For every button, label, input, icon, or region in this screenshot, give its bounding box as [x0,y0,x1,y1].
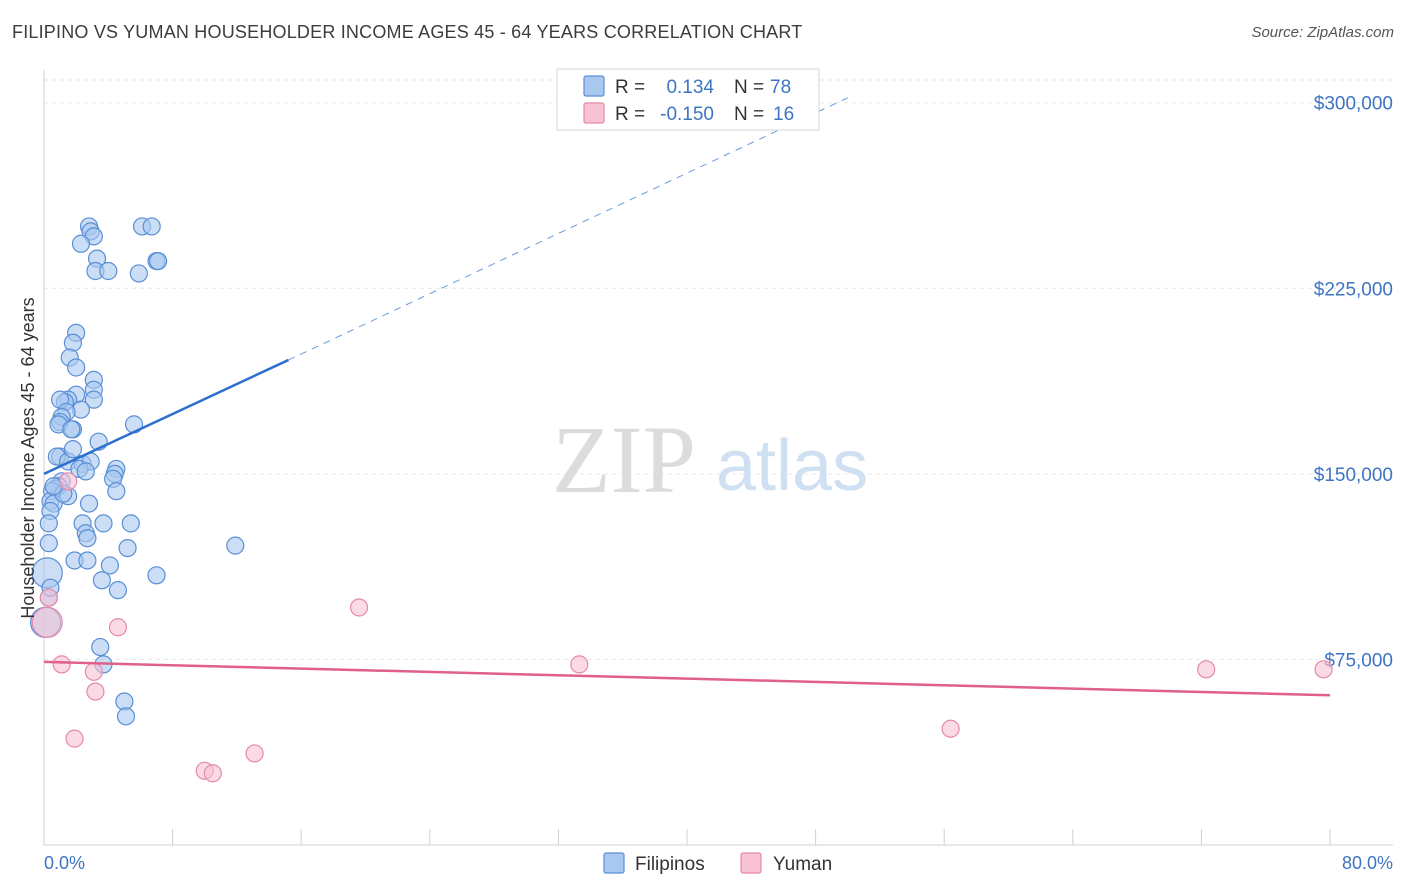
x-tick-marks [43,829,1331,845]
filipinos-point-59 [118,538,137,558]
legend-n-value-1: 78 [770,77,791,98]
legend-r-value-2: -0.150 [660,104,714,125]
filipinos-point-50 [79,494,99,513]
yuman-point-2 [59,472,78,491]
bottom-legend-yuman: Yuman [773,854,832,875]
filipinos-point-30 [62,420,81,439]
y-axis-label: Householder Income Ages 45 - 64 years [18,297,38,618]
y-tick-label-3: $300,000 [1314,94,1393,115]
filipinos-trend-line [43,358,289,476]
legend-r-label-1: R = [615,77,645,98]
filipinos-point-73 [116,707,136,726]
yuman-point-14 [1197,660,1216,679]
filipinos-point-65 [147,566,166,585]
yuman-point-6 [86,682,105,701]
bottom-legend-swatch-filipinos [603,852,625,874]
filipinos-point-54 [94,514,113,533]
axes [43,70,1393,846]
filipinos-point-67 [108,581,128,600]
yuman-point-5 [84,662,103,681]
filipinos-trend-line-extension [288,97,848,361]
legend-swatch-yuman [583,102,605,124]
filipinos-point-60 [226,536,245,555]
filipinos-point-52 [39,514,58,533]
legend-n-value-2: 16 [773,104,794,125]
x-tick-label-min: 0.0% [44,853,85,873]
filipinos-point-8 [142,217,161,236]
chart-title: FILIPINO VS YUMAN HOUSEHOLDER INCOME AGE… [12,22,803,42]
filipinos-point-55 [121,514,140,533]
legend-r-label-2: R = [615,104,645,125]
y-tick-label-2: $225,000 [1314,279,1393,300]
filipinos-point-70 [91,637,110,657]
watermark-atlas: atlas [716,426,868,506]
filipinos-point-10 [149,251,168,271]
filipinos-point-3 [71,234,91,253]
filipinos-point-13 [63,333,83,352]
yuman-point-3 [108,618,128,637]
filipinos-point-11 [129,264,148,283]
bottom-legend-swatch-yuman [740,852,762,874]
filipinos-point-58 [39,534,58,553]
yuman-point-11 [349,598,369,617]
y-tick-label-0: $75,000 [1324,650,1393,671]
legend-n-label-2: N = [734,104,764,125]
data-points [30,217,1333,783]
yuman-point-4 [52,655,71,674]
yuman-point-10 [245,744,264,763]
filipinos-point-38 [76,462,95,481]
legend-swatch-filipinos [583,75,605,97]
yuman-point-7 [65,729,84,748]
legend-n-label-1: N = [734,77,764,98]
correlation-legend: R = 0.134 N = 78 R = -0.150 N = 16 [556,68,820,131]
grid-lines [44,79,1393,660]
y-tick-labels: $75,000 $150,000 $225,000 $300,000 [1314,94,1393,672]
filipinos-point-15 [67,358,86,377]
yuman-point-15 [1314,660,1333,679]
filipinos-point-62 [78,551,97,570]
x-tick-label-max: 80.0% [1342,853,1393,873]
yuman-point-0 [39,588,58,607]
yuman-point-13 [941,719,960,738]
filipinos-point-63 [100,556,120,575]
legend-r-value-1: 0.134 [666,77,714,98]
source-label: Source: ZipAtlas.com [1251,24,1394,41]
yuman-trend-line [43,660,1331,697]
yuman-point-9 [203,764,222,783]
y-tick-label-1: $150,000 [1314,465,1393,486]
watermark-zip: ZIP [552,406,696,513]
filipinos-point-77 [63,440,83,459]
zipatlas-watermark: ZIP atlas [552,406,868,513]
trend-lines [43,97,1331,697]
filipinos-point-57 [78,529,97,548]
filipinos-point-18 [84,390,103,409]
yuman-point-12 [570,655,589,674]
filipinos-point-47 [107,482,126,501]
series-legend: Filipinos Yuman [603,852,832,875]
filipinos-point-6 [99,261,118,281]
yuman-point-1 [31,606,63,638]
bottom-legend-filipinos: Filipinos [635,854,705,875]
filipinos-point-66 [92,571,111,590]
